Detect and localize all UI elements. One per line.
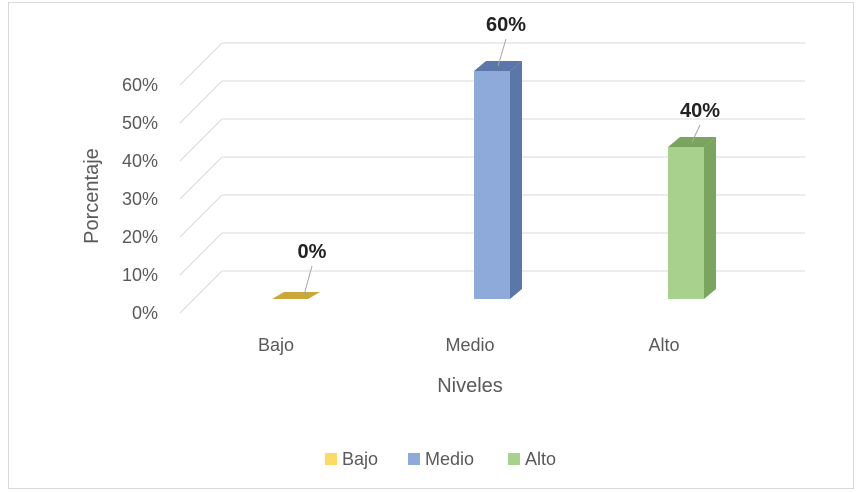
gridline-diagonal — [179, 42, 223, 86]
x-axis-categories: Bajo Medio Alto — [258, 335, 680, 355]
gridline-diagonal — [179, 156, 223, 200]
gridline-diagonal — [179, 118, 223, 162]
y-tick-label: 20% — [122, 227, 158, 247]
legend-label: Bajo — [342, 449, 378, 469]
x-axis-title: Niveles — [437, 375, 503, 397]
bar-side-medio — [510, 61, 522, 299]
legend-swatch — [508, 453, 520, 465]
y-tick-label: 10% — [122, 265, 158, 285]
y-tick-label: 0% — [132, 303, 158, 323]
gridline-diagonal — [179, 232, 223, 276]
y-tick-label: 50% — [122, 113, 158, 133]
y-tick-label: 60% — [122, 75, 158, 95]
data-label-medio: 60% — [486, 14, 526, 36]
data-label-alto: 40% — [680, 100, 720, 122]
x-tick-label: Medio — [445, 335, 494, 355]
y-axis-ticks: 0% 10% 20% 30% 40% 50% 60% — [122, 75, 158, 323]
legend: Bajo Medio Alto — [325, 449, 556, 469]
bar-bajo — [272, 292, 320, 299]
data-labels: 0% 60% 40% — [298, 14, 721, 263]
bar-medio — [474, 71, 510, 299]
bar-alto — [668, 147, 704, 299]
legend-label: Alto — [525, 449, 556, 469]
bar-side-alto — [704, 137, 716, 299]
gridline-diagonal — [179, 80, 223, 124]
legend-swatch — [408, 453, 420, 465]
data-label-bajo: 0% — [298, 241, 327, 263]
x-tick-label: Alto — [648, 335, 679, 355]
legend-label: Medio — [425, 449, 474, 469]
gridline-diagonal — [179, 270, 223, 314]
legend-swatch — [325, 453, 337, 465]
label-leaders — [303, 38, 701, 296]
x-tick-label: Bajo — [258, 335, 294, 355]
gridline-diagonal — [179, 194, 223, 238]
label-leader — [691, 124, 701, 143]
y-tick-label: 40% — [122, 151, 158, 171]
label-leader — [497, 38, 507, 67]
y-tick-label: 30% — [122, 189, 158, 209]
y-axis-title: Porcentaje — [81, 148, 103, 244]
label-leader — [303, 265, 313, 296]
bars — [272, 61, 716, 299]
